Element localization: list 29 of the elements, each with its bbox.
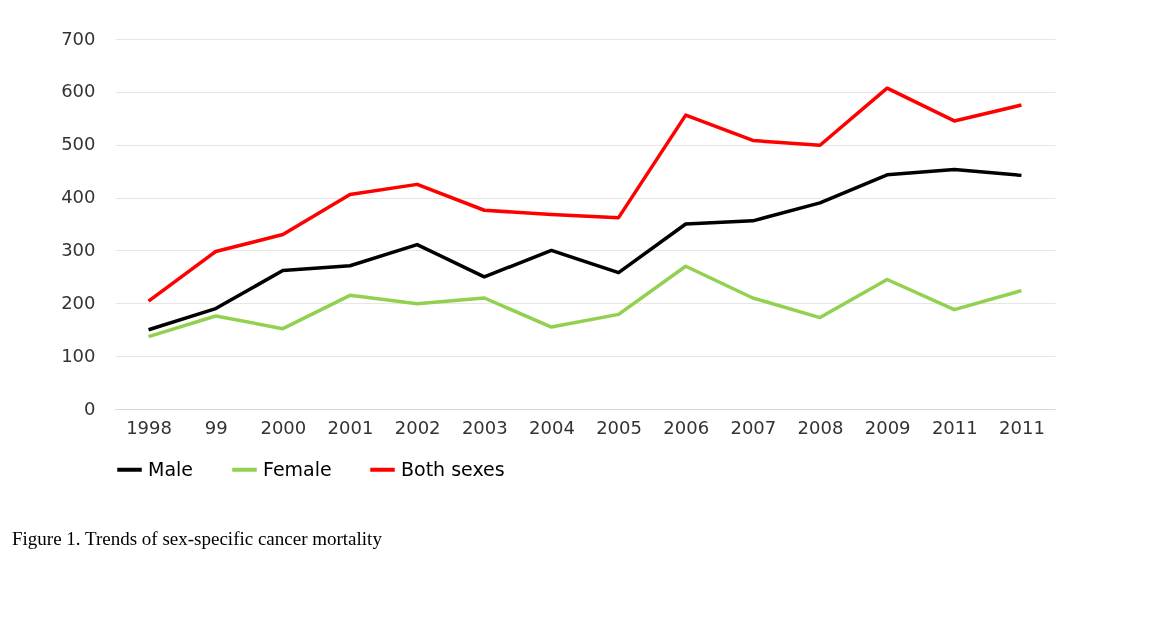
y-tick-label: 300 xyxy=(61,238,96,260)
x-tick-label: 2002 xyxy=(394,416,441,438)
line-series xyxy=(146,86,1024,303)
y-tick-label: 400 xyxy=(61,186,96,208)
y-tick-label: 100 xyxy=(61,344,96,366)
line-series xyxy=(146,167,1024,332)
y-tick-label: 700 xyxy=(61,27,96,49)
x-tick-label: 2003 xyxy=(461,416,508,438)
y-tick-label: 200 xyxy=(61,291,96,313)
x-tick-label: 2004 xyxy=(529,416,575,438)
y-tick-label: 0 xyxy=(84,397,96,419)
legend-label: Female xyxy=(263,457,332,480)
x-tick-label: 2006 xyxy=(663,416,710,438)
caption: Figure 1. Trends of sex-specific cancer mortality xyxy=(12,528,383,550)
x-tick-label: 99 xyxy=(204,416,228,438)
line-series xyxy=(146,264,1024,339)
x-tick-label: 2000 xyxy=(260,416,307,438)
legend-label: Both sexes xyxy=(401,457,505,480)
x-tick-label: 2008 xyxy=(797,416,844,438)
x-tick-label: 2005 xyxy=(596,416,642,438)
x-tick-label: 2007 xyxy=(730,416,777,438)
x-tick-label: 2009 xyxy=(864,416,911,438)
x-tick-label: 2011 xyxy=(999,416,1045,438)
x-tick-label: 2011 xyxy=(931,416,978,438)
x-tick-label: 2001 xyxy=(327,416,374,438)
legend-label: Male xyxy=(148,457,194,480)
y-tick-label: 600 xyxy=(61,80,96,102)
x-tick-label: 1998 xyxy=(126,416,172,438)
y-tick-label: 500 xyxy=(61,133,96,155)
